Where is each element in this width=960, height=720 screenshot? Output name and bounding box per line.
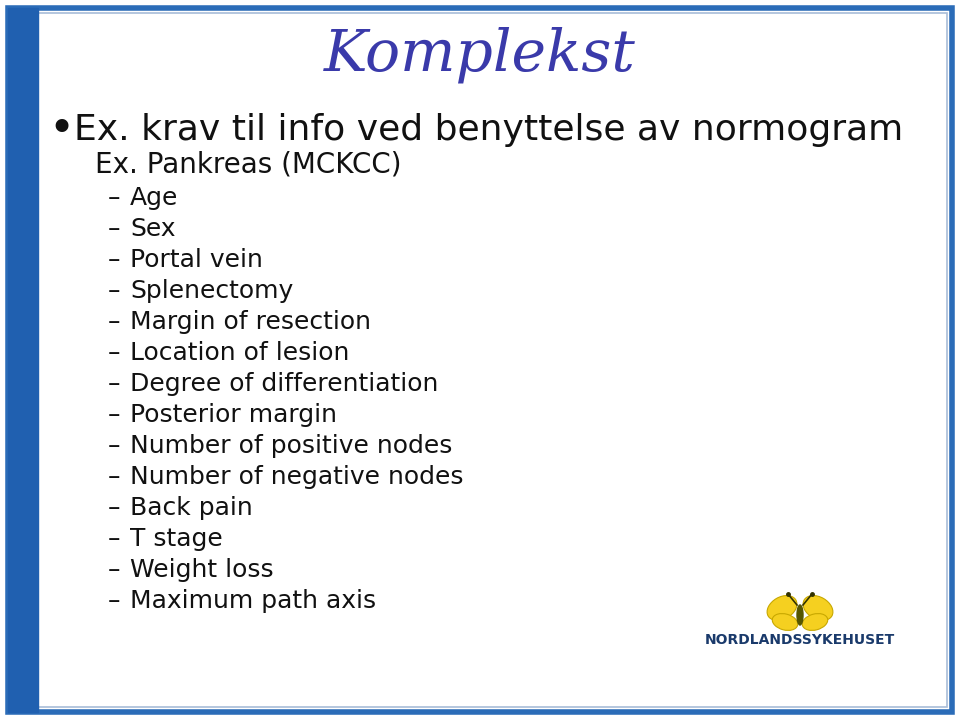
Text: Maximum path axis: Maximum path axis <box>130 589 376 613</box>
Text: –: – <box>108 558 121 582</box>
Text: –: – <box>108 341 121 365</box>
Text: Back pain: Back pain <box>130 496 252 520</box>
Text: –: – <box>108 217 121 241</box>
Text: –: – <box>108 186 121 210</box>
Text: Komplekst: Komplekst <box>324 27 636 84</box>
Text: Posterior margin: Posterior margin <box>130 403 337 427</box>
Text: Portal vein: Portal vein <box>130 248 263 272</box>
Text: –: – <box>108 589 121 613</box>
Text: Number of negative nodes: Number of negative nodes <box>130 465 464 489</box>
Ellipse shape <box>804 595 833 621</box>
Text: Degree of differentiation: Degree of differentiation <box>130 372 439 396</box>
Bar <box>8 8 38 712</box>
Text: –: – <box>108 465 121 489</box>
Text: –: – <box>108 527 121 551</box>
Text: –: – <box>108 248 121 272</box>
Text: Ex. krav til info ved benyttelse av normogram: Ex. krav til info ved benyttelse av norm… <box>74 113 903 147</box>
Text: –: – <box>108 279 121 303</box>
Text: Sex: Sex <box>130 217 176 241</box>
Text: –: – <box>108 496 121 520</box>
Text: T stage: T stage <box>130 527 223 551</box>
Text: •: • <box>48 109 74 151</box>
Text: Location of lesion: Location of lesion <box>130 341 349 365</box>
Text: Number of positive nodes: Number of positive nodes <box>130 434 452 458</box>
Ellipse shape <box>797 605 803 625</box>
Ellipse shape <box>772 613 798 631</box>
Text: Weight loss: Weight loss <box>130 558 274 582</box>
Ellipse shape <box>767 595 797 621</box>
Text: Margin of resection: Margin of resection <box>130 310 371 334</box>
Text: –: – <box>108 310 121 334</box>
Text: –: – <box>108 434 121 458</box>
Text: Splenectomy: Splenectomy <box>130 279 293 303</box>
Text: –: – <box>108 403 121 427</box>
Ellipse shape <box>803 613 828 631</box>
Text: NORDLANDSSYKEHUSET: NORDLANDSSYKEHUSET <box>705 633 895 647</box>
Text: –: – <box>108 372 121 396</box>
Text: Age: Age <box>130 186 179 210</box>
Text: Ex. Pankreas (MCKCC): Ex. Pankreas (MCKCC) <box>95 151 401 179</box>
